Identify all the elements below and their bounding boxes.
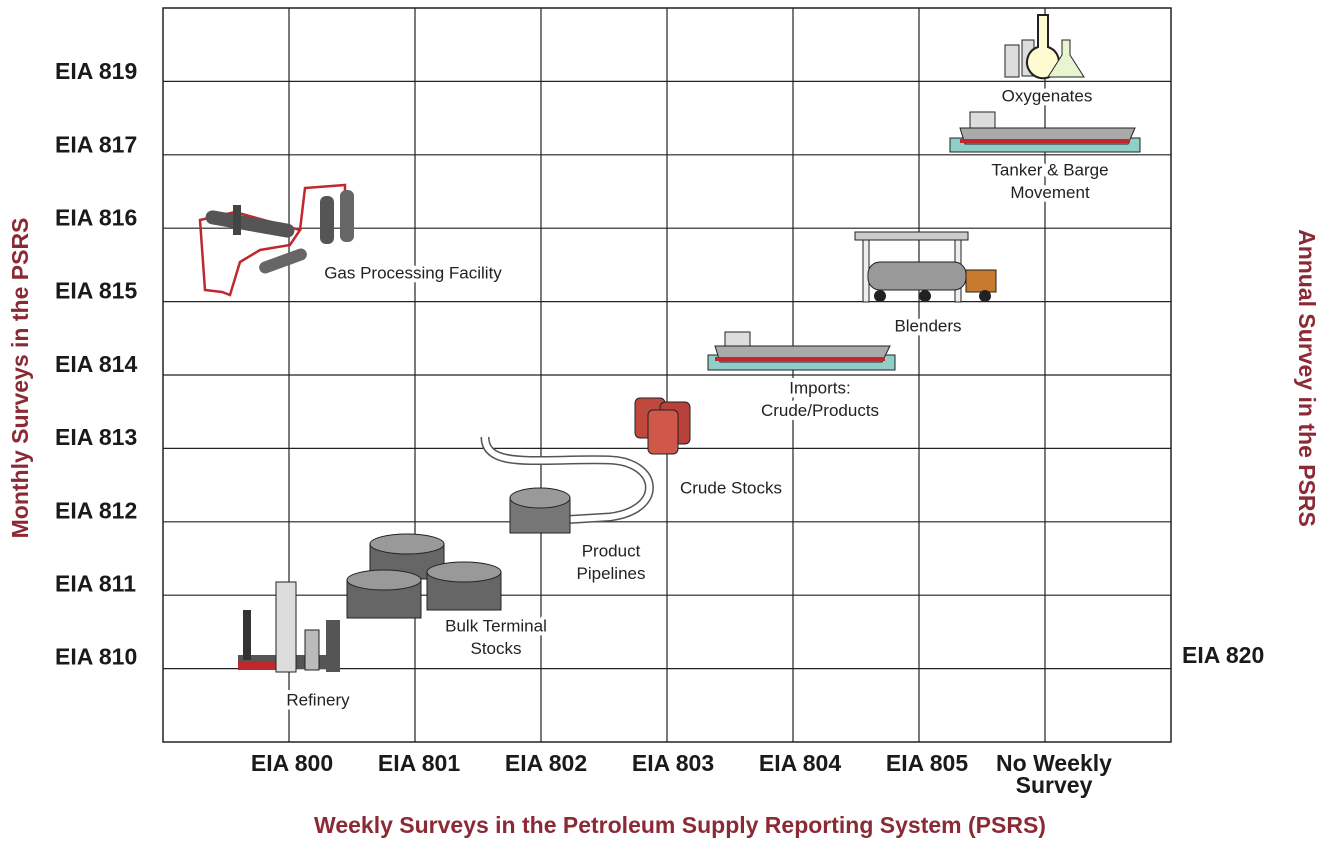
column-label: Survey <box>1016 772 1093 798</box>
row-label: EIA 810 <box>55 644 137 670</box>
node-label: Refinery <box>286 690 350 709</box>
column-label: EIA 802 <box>505 750 587 776</box>
node-label: Movement <box>1010 183 1090 202</box>
node-label: Imports: <box>789 378 850 397</box>
row-label: EIA 813 <box>55 424 137 450</box>
axis-title: Weekly Surveys in the Petroleum Supply R… <box>314 812 1046 838</box>
column-label: EIA 805 <box>886 750 968 776</box>
row-label: EIA 814 <box>55 351 137 377</box>
row-label: EIA 812 <box>55 497 137 523</box>
column-label: EIA 804 <box>759 750 841 776</box>
axis-title: Annual Survey in the PSRS <box>1294 229 1320 527</box>
node-label: Crude Stocks <box>680 478 782 497</box>
row-label: EIA 819 <box>55 58 137 84</box>
node-label: Blenders <box>894 316 961 335</box>
row-label: EIA 817 <box>55 131 137 157</box>
row-label: EIA 815 <box>55 278 137 304</box>
column-label: EIA 801 <box>378 750 460 776</box>
axis-title: Monthly Surveys in the PSRS <box>7 218 33 539</box>
node-label: Pipelines <box>577 564 646 583</box>
column-label: EIA 800 <box>251 750 333 776</box>
node-label: Oxygenates <box>1002 86 1093 105</box>
column-label: No Weekly <box>996 750 1112 776</box>
node-label: Crude/Products <box>761 401 879 420</box>
node-label: Stocks <box>470 639 521 658</box>
node-label: Product <box>582 541 641 560</box>
icons <box>198 14 1141 673</box>
row-label: EIA 816 <box>55 204 137 230</box>
right-label: EIA 820 <box>1182 642 1264 668</box>
node-label: Gas Processing Facility <box>324 263 502 282</box>
node-label: Bulk Terminal <box>445 616 547 635</box>
node-label: Tanker & Barge <box>991 160 1108 179</box>
row-label: EIA 811 <box>55 570 136 596</box>
column-label: EIA 803 <box>632 750 714 776</box>
